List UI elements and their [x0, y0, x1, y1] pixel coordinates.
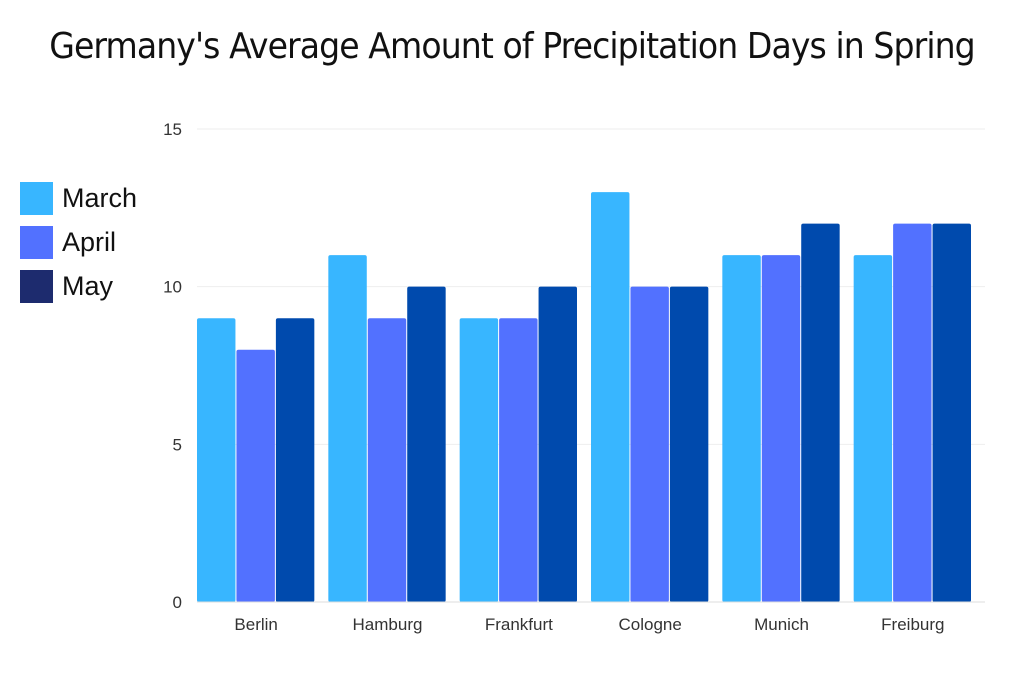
bar-may	[669, 286, 709, 602]
legend-swatch	[20, 181, 53, 215]
bar-april	[367, 318, 407, 602]
bar-april	[499, 318, 538, 602]
y-tick-label: 5	[173, 435, 182, 454]
y-tick-label: 0	[173, 593, 182, 612]
y-tick-label: 10	[163, 278, 182, 297]
x-tick-label: Berlin	[234, 615, 277, 634]
legend-label: April	[62, 226, 117, 257]
legend-label: May	[62, 270, 114, 301]
legend-item-april: April	[20, 220, 137, 264]
legend-swatch	[20, 269, 53, 303]
bar-may	[407, 286, 446, 602]
bar-march	[197, 318, 236, 602]
x-tick-label: Frankfurt	[485, 615, 553, 634]
bar-may	[932, 223, 971, 602]
bar-march	[328, 255, 367, 602]
bar-april	[236, 349, 275, 602]
bar-april	[893, 223, 932, 602]
bar-march	[722, 255, 761, 602]
x-tick-label: Freiburg	[881, 615, 944, 634]
legend-label: March	[62, 182, 138, 213]
bar-may	[801, 223, 840, 602]
bar-april	[630, 286, 669, 602]
bar-march	[459, 318, 499, 602]
x-tick-label: Hamburg	[353, 615, 423, 634]
legend-swatch	[20, 225, 53, 259]
bar-march	[591, 192, 630, 603]
x-tick-label: Munich	[754, 615, 809, 634]
legend: March April May	[20, 176, 137, 308]
bar-may	[275, 318, 315, 602]
chart-title: Germany's Average Amount of Precipitatio…	[49, 26, 976, 67]
bar-march	[853, 255, 893, 602]
x-tick-label: Cologne	[619, 615, 682, 634]
legend-item-may: May	[20, 264, 137, 308]
bar-may	[538, 286, 577, 602]
y-tick-label: 15	[163, 120, 182, 139]
legend-item-march: March	[20, 176, 137, 220]
bar-april	[761, 255, 801, 602]
